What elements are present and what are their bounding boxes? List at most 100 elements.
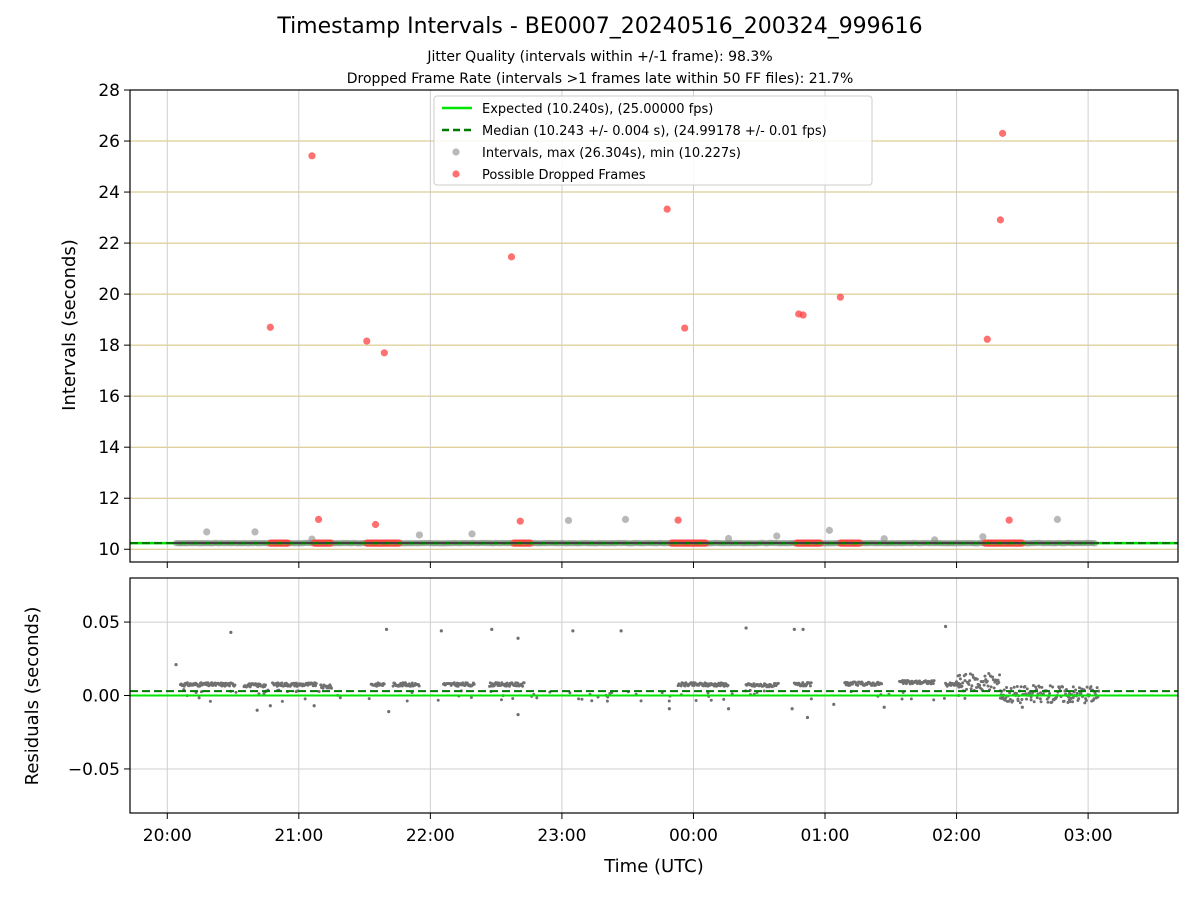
residual-outlier	[387, 710, 391, 714]
residual-point	[1023, 685, 1027, 689]
residual-outlier	[832, 702, 836, 706]
residual-point	[721, 682, 725, 686]
dropped-frame-point	[996, 216, 1005, 224]
residual-outlier	[490, 627, 494, 632]
residual-point	[294, 690, 298, 694]
legend-intervals-label: Intervals, max (26.304s), min (10.227s)	[482, 146, 741, 161]
residual-point	[329, 686, 333, 690]
residual-point	[1071, 685, 1075, 689]
residual-outlier	[268, 704, 272, 708]
residual-point	[234, 690, 238, 694]
residual-point	[1062, 699, 1066, 703]
residual-point	[1089, 685, 1093, 689]
residual-point	[210, 681, 214, 685]
residual-point	[900, 697, 904, 701]
residuals-panel: −0.05 0.00 0.05 20:00 21:00 22:00 23:00 00:00 01…	[68, 577, 1179, 846]
residual-point	[1040, 685, 1044, 689]
residual-point	[280, 699, 284, 703]
residual-point	[964, 672, 968, 676]
residual-point	[228, 684, 232, 688]
residual-point	[667, 699, 671, 703]
residual-point	[1002, 697, 1006, 701]
intervals-ytick-label: 10	[98, 540, 120, 560]
intervals-panel: 10 12 14 16 18 20 22 24 26 28	[98, 81, 1179, 568]
dropped-frame-point	[308, 152, 316, 160]
residual-outlier	[882, 705, 886, 709]
residual-point	[1066, 701, 1070, 705]
residual-point	[521, 684, 525, 688]
intervals-plot-frame	[129, 89, 1179, 563]
dropped-frame-point	[799, 311, 807, 319]
xtick-label-20:00: 20:00	[143, 826, 192, 846]
residual-point	[978, 683, 982, 687]
residual-outlier	[744, 626, 748, 630]
residual-point	[942, 696, 946, 700]
residual-point	[776, 681, 780, 685]
residual-point	[1011, 699, 1015, 703]
residual-point	[975, 685, 979, 689]
residual-point	[233, 683, 237, 687]
residual-point	[706, 691, 710, 695]
residual-point	[880, 682, 884, 686]
interval-point	[415, 531, 424, 539]
interval-point	[203, 528, 211, 536]
residual-point	[986, 684, 990, 688]
residual-point	[987, 672, 991, 676]
residuals-ytick-label: −0.05	[68, 760, 120, 780]
residual-point	[718, 684, 722, 688]
dropped-frame-point	[516, 517, 524, 525]
residual-outlier	[805, 715, 810, 720]
residual-point	[220, 684, 224, 688]
residual-point	[197, 696, 201, 700]
residual-point	[206, 681, 210, 685]
residual-point	[1074, 688, 1078, 692]
residual-point	[929, 682, 933, 686]
dropped-frame-point	[266, 323, 274, 331]
residual-outlier	[667, 707, 671, 711]
residual-point	[963, 679, 967, 683]
residual-point	[1012, 685, 1016, 689]
residuals-y-axis-label: Residuals (seconds)	[22, 607, 43, 786]
residual-point	[405, 699, 409, 703]
residual-point	[955, 680, 959, 684]
residual-outlier	[792, 627, 796, 632]
residual-point	[958, 682, 962, 686]
residual-point	[514, 684, 518, 688]
residual-outlier	[801, 627, 805, 632]
chart-title: Timestamp Intervals - BE0007_20240516_20…	[277, 14, 923, 39]
interval-point	[979, 533, 987, 541]
residual-point	[1048, 692, 1052, 696]
residual-point	[958, 677, 962, 681]
residual-point	[967, 682, 971, 686]
residual-point	[997, 681, 1001, 685]
residual-point	[960, 684, 964, 688]
dropped-frame-point	[674, 516, 682, 524]
residual-point	[992, 686, 996, 690]
residual-point	[958, 673, 962, 677]
residual-point	[914, 679, 918, 683]
residual-point	[1083, 701, 1087, 705]
residual-point	[969, 687, 973, 691]
residual-point	[709, 698, 713, 702]
residual-outlier	[312, 704, 316, 708]
interval-point	[621, 515, 630, 523]
intervals-ytick-label: 20	[98, 285, 120, 305]
residual-point	[1039, 700, 1043, 704]
residual-point	[605, 699, 609, 703]
residual-point	[1067, 698, 1071, 702]
residual-point	[511, 696, 515, 700]
residual-point	[963, 696, 967, 700]
dropped-frame-point	[314, 515, 323, 523]
residual-point	[1067, 691, 1071, 695]
dropped-frame-point	[363, 337, 371, 345]
residual-point	[722, 697, 726, 701]
residual-point	[968, 672, 972, 676]
residual-point	[1051, 685, 1055, 689]
residual-point	[319, 683, 323, 687]
residual-point	[407, 682, 411, 686]
residual-point	[767, 685, 771, 689]
xtick-label-02:00: 02:00	[932, 826, 981, 846]
dropped-frame-point	[836, 293, 844, 301]
residual-point	[391, 684, 395, 688]
